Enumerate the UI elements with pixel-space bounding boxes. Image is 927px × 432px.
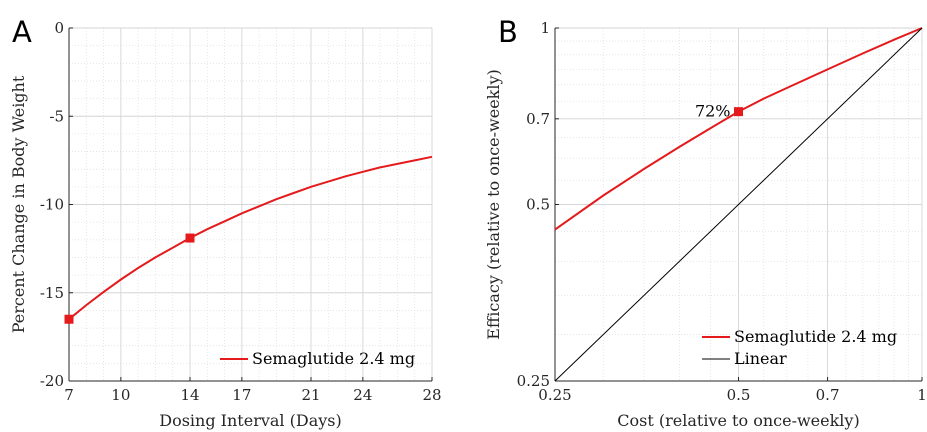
y-tick-label: -5 [49,107,64,125]
x-tick-label: 21 [301,386,320,404]
y-axis-label: Efficacy (relative to once-weekly) [484,69,503,340]
x-tick-label: 0.7 [816,386,840,404]
legend-entry-label: Semaglutide 2.4 mg [252,349,415,368]
x-tick-label: 1 [917,386,927,404]
y-tick-label: -20 [40,372,64,390]
x-tick-label: 28 [422,386,441,404]
x-tick-label: 7 [64,386,74,404]
data-point-marker [64,314,74,324]
x-tick-label: 14 [180,386,199,404]
panel-a: 7 10 14 17 21 24 28 -20 -15 -10 -5 0 Dosing Interval… [9,15,442,430]
series-line-semaglutide [554,27,923,231]
x-tick-label: 0.25 [538,386,571,404]
x-axis-label: Dosing Interval (Days) [159,411,341,430]
y-tick-label: -15 [40,284,64,302]
x-tick-label: 0.5 [727,386,751,404]
panel-b: 0.25 0.5 0.7 1 0.25 0.5 0.7 1 Cost (relative to … [484,15,927,430]
x-tick-label: 10 [111,386,130,404]
series-line-semaglutide [68,155,433,320]
series-line-linear [554,27,923,382]
y-tick-label: 1 [540,19,550,37]
x-tick-label: 17 [232,386,251,404]
panel-label: A [12,15,32,49]
data-point-marker [185,233,195,243]
x-tick-label: 24 [353,386,372,404]
data-point-marker [734,107,743,117]
panel-label: B [498,15,518,49]
y-tick-label: 0 [54,19,64,37]
annotation-label: 72% [695,102,731,121]
y-tick-label: 0.5 [526,196,550,214]
legend-entry-label: Semaglutide 2.4 mg [734,327,897,346]
y-tick-label: 0.25 [517,372,550,390]
x-axis-label: Cost (relative to once-weekly) [617,411,859,430]
y-axis-label: Percent Change in Body Weight [9,75,28,333]
legend: Semaglutide 2.4 mg [220,349,415,368]
gridlines [68,27,433,382]
y-tick-label: -10 [40,196,64,214]
legend-entry-label: Linear [734,349,787,368]
legend: Semaglutide 2.4 mg Linear [702,327,897,368]
y-tick-label: 0.7 [526,110,550,128]
